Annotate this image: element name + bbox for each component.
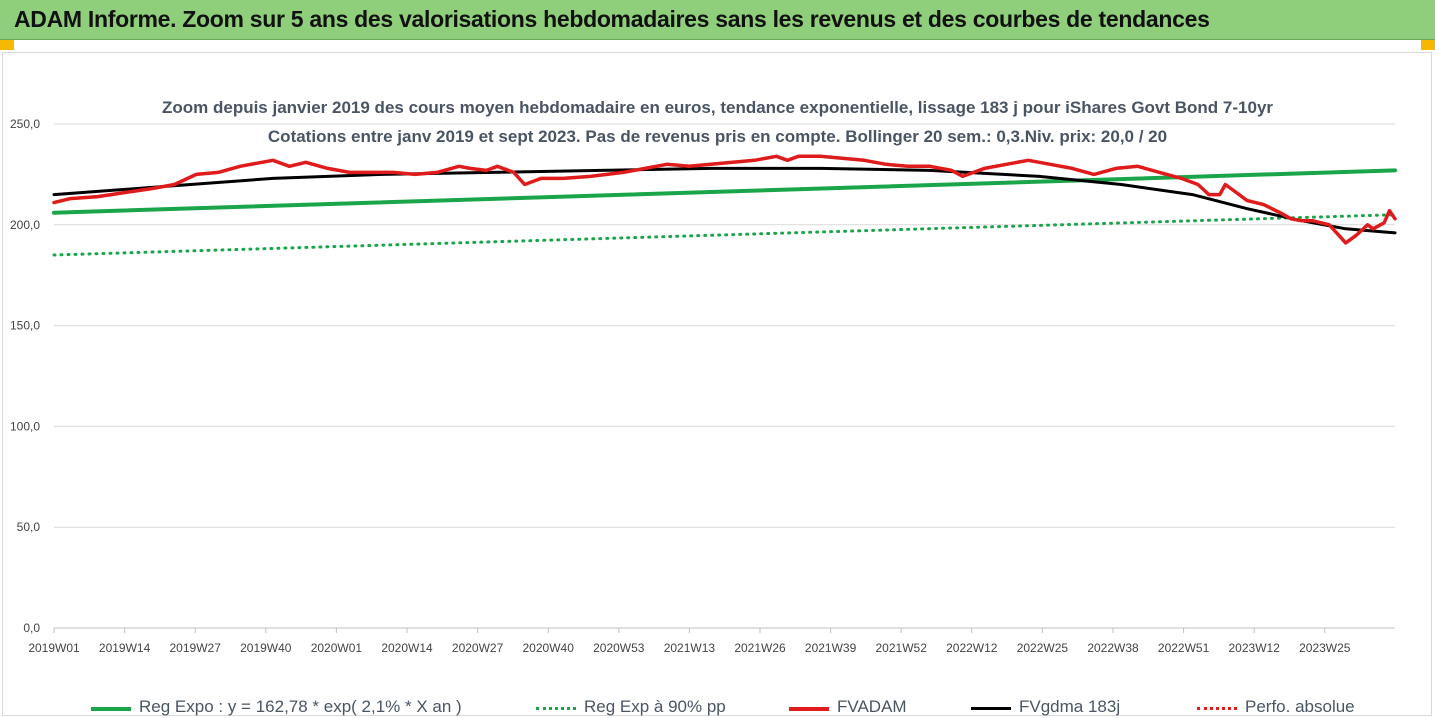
x-tick-label: 2020W53	[593, 641, 645, 655]
chart-title: Zoom depuis janvier 2019 des cours moyen…	[161, 98, 1274, 117]
y-tick-label: 50,0	[17, 520, 41, 534]
legend-label: Reg Exp à 90% pp	[584, 697, 726, 716]
x-tick-label: 2020W14	[381, 641, 433, 655]
legend-label: Reg Expo : y = 162,78 * exp( 2,1% * X an…	[139, 697, 462, 716]
y-tick-label: 100,0	[10, 419, 40, 433]
x-tick-label: 2021W39	[805, 641, 857, 655]
legend-swatch	[789, 707, 829, 711]
series-lines	[52, 154, 1397, 257]
y-tick-label: 150,0	[10, 319, 40, 333]
y-tick-label: 200,0	[10, 218, 40, 232]
chart-frame	[2, 52, 1432, 716]
legend-swatch	[91, 707, 131, 711]
series-line-1	[52, 213, 1397, 257]
x-tick-label: 2019W27	[170, 641, 222, 655]
legend-swatch	[536, 707, 576, 710]
x-tick-label: 2021W26	[734, 641, 786, 655]
legend-label: Perfo. absolue	[1245, 697, 1355, 716]
left-corner-mark	[0, 40, 14, 50]
series-line-2	[52, 154, 1397, 245]
x-tick-label: 2019W01	[28, 641, 80, 655]
x-tick-label: 2022W38	[1087, 641, 1139, 655]
right-corner-mark	[1421, 40, 1435, 50]
x-tick-label: 2023W25	[1299, 641, 1351, 655]
x-tick-label: 2019W14	[99, 641, 151, 655]
x-tick-label: 2019W40	[240, 641, 292, 655]
chart-subtitle: Cotations entre janv 2019 et sept 2023. …	[267, 127, 1168, 146]
x-axis-ticks: 2019W01 2019W14 2019W27 2019W40 2020W01 2020W…	[28, 628, 1351, 655]
x-tick-label: 2021W13	[664, 641, 716, 655]
legend-swatch	[1197, 707, 1237, 710]
report-banner: ADAM Informe. Zoom sur 5 ans des valoris…	[0, 0, 1435, 40]
x-tick-label: 2020W40	[523, 641, 575, 655]
gridlines	[54, 123, 1395, 629]
y-tick-label: 250,0	[10, 117, 40, 131]
chart-legend: Reg Expo : y = 162,78 * exp( 2,1% * X an…	[0, 694, 1435, 718]
y-axis-ticks: 0,0 50,0 100,0 150,0 200,0 250,0	[10, 117, 40, 635]
legend-label: FVADAM	[837, 697, 907, 716]
y-tick-label: 0,0	[23, 621, 40, 635]
x-tick-label: 2022W51	[1158, 641, 1210, 655]
x-tick-label: 2020W01	[311, 641, 363, 655]
report-title: ADAM Informe. Zoom sur 5 ans des valoris…	[14, 6, 1210, 32]
x-tick-label: 2020W27	[452, 641, 504, 655]
x-tick-label: 2022W12	[946, 641, 998, 655]
series-line-0	[52, 168, 1397, 215]
legend-label: FVgdma 183j	[1019, 697, 1121, 716]
x-tick-label: 2022W25	[1017, 641, 1069, 655]
x-tick-label: 2023W12	[1229, 641, 1281, 655]
x-tick-label: 2021W52	[876, 641, 928, 655]
series-line-3	[52, 166, 1397, 235]
legend-swatch	[971, 707, 1011, 710]
